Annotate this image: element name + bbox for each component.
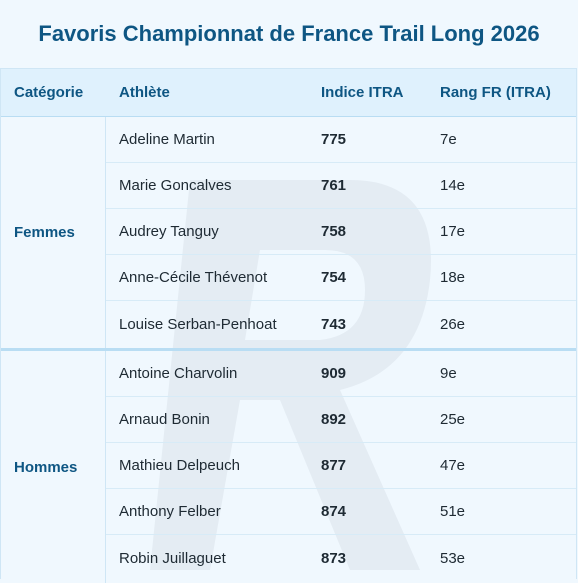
itra-index: 873: [321, 549, 347, 567]
itra-index: 874: [321, 503, 347, 520]
fr-rank: 17e: [440, 223, 466, 240]
group-men: Hommes Antoine Charvolin 909 9e Arnaud B…: [1, 348, 576, 583]
table-header: Catégorie Athlète Indice ITRA Rang FR (I…: [1, 69, 576, 117]
table-row: Mathieu Delpeuch 877 47e: [106, 443, 576, 489]
table-row: Antoine Charvolin 909 9e: [106, 351, 576, 397]
athlete-name: Arnaud Bonin: [119, 411, 210, 428]
table-row: Marie Goncalves 761 14e: [106, 163, 576, 209]
header-fr-rank: Rang FR (ITRA): [440, 84, 551, 101]
fr-rank: 26e: [440, 315, 466, 333]
category-cell: Femmes: [1, 117, 106, 348]
athlete-name: Audrey Tanguy: [119, 223, 219, 240]
itra-index: 909: [321, 365, 347, 382]
athlete-name: Louise Serban-Penhoat: [119, 315, 277, 333]
athlete-name: Mathieu Delpeuch: [119, 457, 240, 474]
table-row: Audrey Tanguy 758 17e: [106, 209, 576, 255]
athlete-name: Robin Juillaguet: [119, 549, 226, 567]
table-row: Anne-Cécile Thévenot 754 18e: [106, 255, 576, 301]
itra-index: 761: [321, 177, 347, 194]
itra-index: 877: [321, 457, 347, 474]
athlete-name: Antoine Charvolin: [119, 365, 238, 382]
athlete-name: Anne-Cécile Thévenot: [119, 269, 268, 286]
table-row: Adeline Martin 775 7e: [106, 117, 576, 163]
table-row: Anthony Felber 874 51e: [106, 489, 576, 535]
group-women: Femmes Adeline Martin 775 7e Marie Gonca…: [1, 117, 576, 348]
table-row: Louise Serban-Penhoat 743 26e: [106, 301, 576, 347]
itra-index: 743: [321, 315, 347, 333]
favorites-table: Catégorie Athlète Indice ITRA Rang FR (I…: [0, 68, 577, 583]
fr-rank: 25e: [440, 411, 466, 428]
table-row: Arnaud Bonin 892 25e: [106, 397, 576, 443]
itra-index: 775: [321, 131, 347, 148]
itra-index: 754: [321, 269, 347, 286]
fr-rank: 47e: [440, 457, 466, 474]
fr-rank: 18e: [440, 269, 466, 286]
athlete-name: Anthony Felber: [119, 503, 221, 520]
itra-index: 758: [321, 223, 347, 240]
header-athlete: Athlète: [119, 84, 170, 101]
fr-rank: 51e: [440, 503, 466, 520]
fr-rank: 7e: [440, 131, 457, 148]
fr-rank: 9e: [440, 365, 457, 382]
athlete-name: Adeline Martin: [119, 131, 215, 148]
fr-rank: 53e: [440, 549, 466, 567]
fr-rank: 14e: [440, 177, 466, 194]
page-title: Favoris Championnat de France Trail Long…: [38, 21, 540, 46]
itra-index: 892: [321, 411, 347, 428]
athlete-name: Marie Goncalves: [119, 177, 232, 194]
table-row: Robin Juillaguet 873 53e: [106, 535, 576, 581]
category-cell: Hommes: [1, 351, 106, 583]
header-itra-index: Indice ITRA: [321, 84, 404, 101]
header-category: Catégorie: [14, 84, 84, 101]
